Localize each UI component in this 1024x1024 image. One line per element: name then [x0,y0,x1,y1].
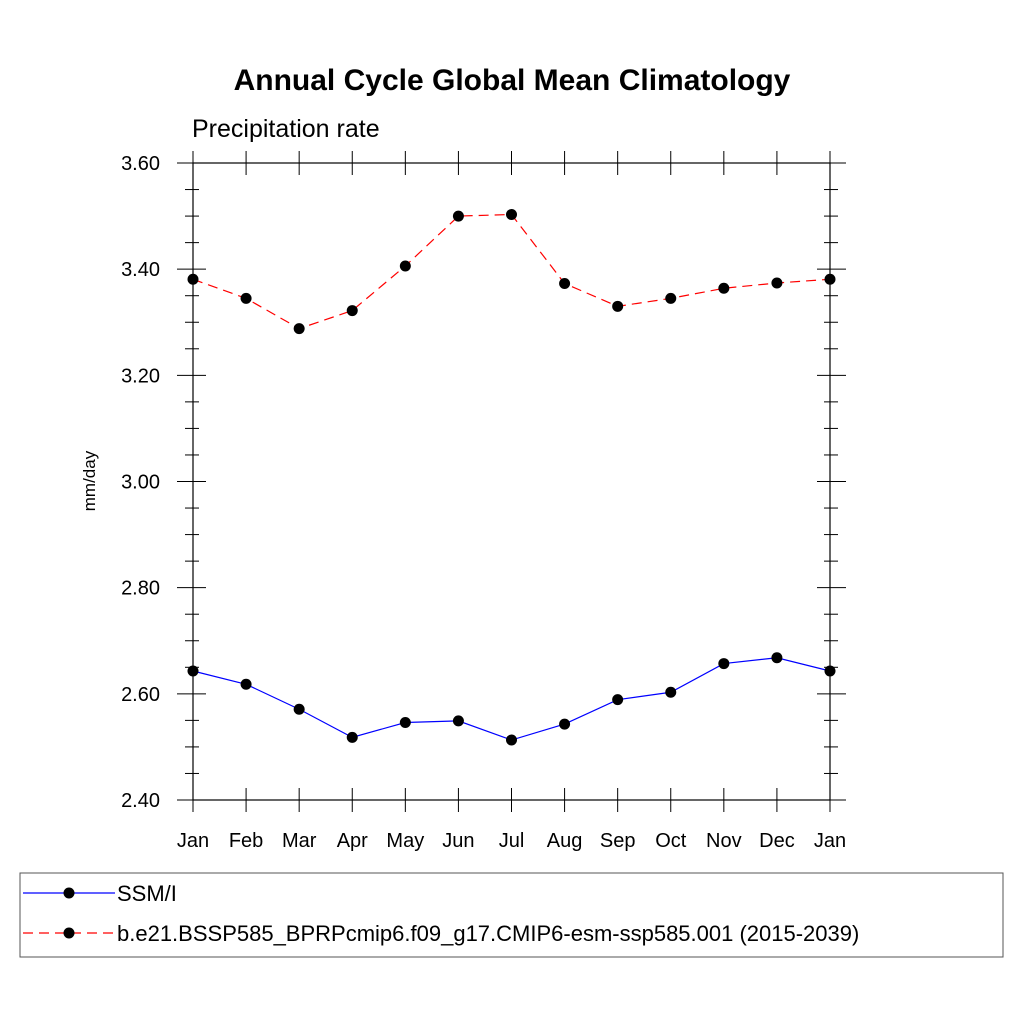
y-axis-label: mm/day [80,450,99,511]
x-tick-label: Feb [229,830,263,852]
data-point [187,665,199,677]
series-group [187,208,836,746]
data-point [824,665,836,677]
data-point [452,210,464,222]
legend: SSM/I b.e21.BSSP585_BPRPcmip6.f09_g17.CMI… [19,872,1004,958]
data-point [771,277,783,289]
series-line [192,657,831,741]
y-tick-label: 3.20 [121,365,160,387]
y-tick-label: 2.40 [121,790,160,812]
x-tick-label: Jan [177,830,209,852]
legend-box [19,872,1004,958]
data-point [187,273,199,285]
data-point [559,718,571,730]
x-tick-label: Dec [759,830,795,852]
data-point [293,703,305,715]
x-tick-label: Mar [282,830,317,852]
y-tick-label: 3.00 [121,472,160,494]
data-point [506,208,517,220]
data-point [452,715,464,727]
chart-subtitle: Precipitation rate [192,115,380,143]
chart-title: Annual Cycle Global Mean Climatology [234,64,791,97]
x-tick-label: Jan [814,830,846,852]
data-point [506,734,517,746]
legend-marker [63,927,75,939]
x-tick-label: Aug [547,830,583,852]
data-point [612,694,624,706]
y-tick-label: 3.40 [121,259,160,281]
y-tick-label: 3.60 [121,153,160,175]
data-point [665,292,677,304]
x-tick-label: Oct [655,830,687,852]
data-point [612,300,624,312]
x-tick-label: Jun [442,830,474,852]
data-point [399,716,411,728]
data-point [718,282,730,294]
data-point [240,292,252,304]
data-point [240,678,252,690]
data-point [346,305,358,317]
data-point [559,277,571,289]
data-point [771,652,783,664]
x-tick-label: Sep [600,830,636,852]
series-line [192,213,831,330]
data-point [346,731,358,743]
data-point [824,273,836,285]
x-tick-label: Apr [337,830,368,852]
data-point [293,323,305,335]
legend-label: SSM/I [117,881,177,906]
x-tick-label: May [386,830,424,852]
x-tick-label: Nov [706,830,742,852]
y-tick-label: 2.80 [121,578,160,600]
x-tick-label: Jul [499,830,525,852]
legend-marker [63,887,75,899]
legend-label: b.e21.BSSP585_BPRPcmip6.f09_g17.CMIP6-es… [117,921,859,946]
data-point [399,260,411,272]
data-point [665,686,677,698]
y-tick-label: 2.60 [121,684,160,706]
data-point [718,658,730,670]
axis-ticks: Jan Feb Mar Apr May Jun Jul Aug Sep Oct Nov Dec Jan 2… [121,151,846,852]
